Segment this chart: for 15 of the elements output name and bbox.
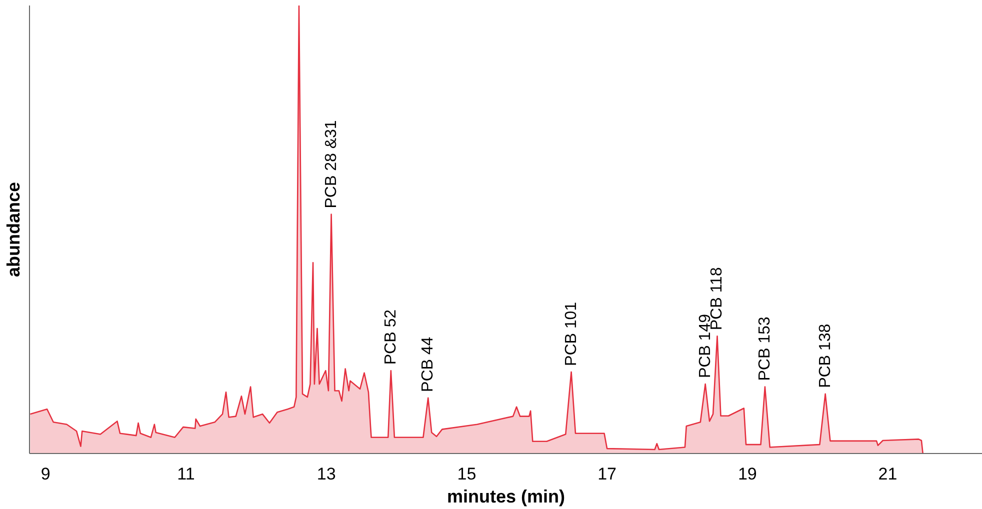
x-tick-label: 11 <box>177 464 195 484</box>
x-axis-title: minutes (min) <box>447 486 566 506</box>
x-tick-label: 17 <box>598 464 617 484</box>
x-tick-label: 13 <box>316 464 336 484</box>
x-tick-label: 21 <box>878 464 898 484</box>
annotation: PCB 28 &31 <box>322 120 340 208</box>
x-tick-label: 19 <box>738 464 757 484</box>
annotation: PCB 101 <box>562 302 580 366</box>
annotation: PCB 44 <box>420 336 437 392</box>
annotation: PCB 153 <box>756 316 774 381</box>
x-tick-label: 15 <box>457 464 476 484</box>
y-axis-title: abundance <box>4 182 24 278</box>
x-tick-label: 9 <box>40 464 50 484</box>
annotation: PCB 52 <box>382 309 400 365</box>
annotation: PCB 138 <box>816 324 834 388</box>
